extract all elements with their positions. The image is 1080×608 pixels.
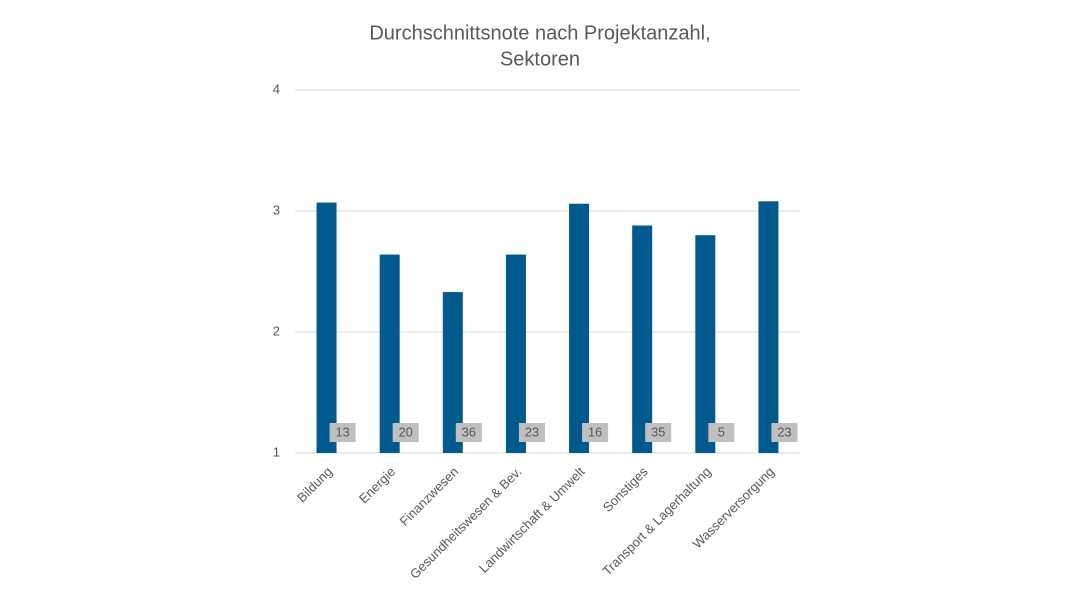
bar [569, 203, 590, 453]
count-label-box [645, 423, 672, 442]
x-tick-label: Transport & Lagerhaltung [599, 464, 714, 579]
x-tick-label: Energie [356, 464, 398, 506]
count-label-box [708, 423, 735, 442]
count-label-box [518, 423, 545, 442]
bar [442, 292, 463, 453]
count-label: 35 [651, 424, 665, 439]
y-tick-label: 4 [273, 81, 280, 96]
count-label: 36 [462, 424, 476, 439]
count-label: 16 [588, 424, 602, 439]
bar [379, 254, 400, 453]
bar [632, 225, 653, 453]
count-label-box [771, 423, 798, 442]
count-label: 13 [335, 424, 349, 439]
chart-title: Sektoren [500, 48, 580, 70]
count-label: 23 [525, 424, 539, 439]
count-label-box [392, 423, 419, 442]
count-label: 20 [398, 424, 412, 439]
x-tick-label: Finanzwesen [397, 464, 462, 529]
count-label-box [582, 423, 609, 442]
bar [505, 254, 526, 453]
count-label: 5 [718, 424, 725, 439]
y-tick-label: 3 [273, 202, 280, 217]
y-tick-label: 1 [273, 444, 280, 459]
x-tick-label: Gesundheitswesen & Bev. [407, 464, 525, 582]
bar [758, 201, 779, 453]
bar [695, 235, 716, 453]
y-tick-label: 2 [273, 323, 280, 338]
chart-title: Durchschnittsnote nach Projektanzahl, [369, 22, 710, 44]
x-tick-label: Landwirtschaft & Umwelt [476, 464, 588, 576]
count-label-box [329, 423, 356, 442]
count-label-box [455, 423, 482, 442]
bar [316, 202, 337, 453]
x-tick-label: Bildung [294, 464, 335, 505]
count-label: 23 [777, 424, 791, 439]
x-tick-label: Sonstiges [600, 464, 651, 515]
